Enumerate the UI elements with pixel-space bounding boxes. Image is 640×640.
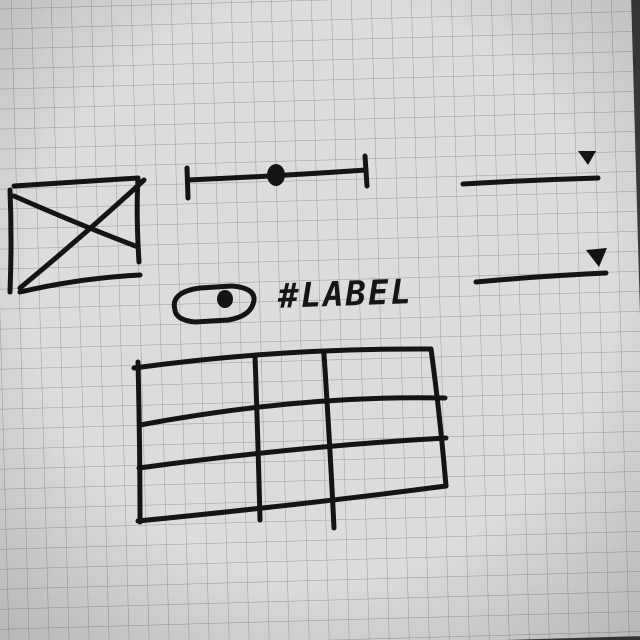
table-row-divider-2 — [136, 435, 449, 471]
table-bottom-border — [135, 483, 449, 524]
dropdown-2[interactable] — [473, 248, 609, 285]
dropdown-1[interactable] — [460, 151, 601, 187]
dropdown-1-underline — [460, 175, 601, 187]
radio-button[interactable] — [171, 283, 257, 325]
radio-dot — [217, 290, 233, 308]
slider-handle[interactable] — [267, 164, 285, 186]
radio-outline — [171, 283, 257, 325]
slider-start-tick — [184, 165, 191, 201]
dropdown-1-chevron-down-icon — [578, 151, 596, 165]
image-placeholder — [7, 175, 147, 295]
dropdown-2-underline — [473, 270, 609, 285]
slider[interactable] — [184, 153, 370, 201]
table-row-divider-1 — [137, 395, 448, 428]
table-right-border — [428, 346, 449, 489]
table-column-divider-2 — [321, 351, 337, 531]
table-column-divider-1 — [252, 353, 263, 523]
slider-end-tick — [362, 153, 370, 189]
table-top-border — [131, 346, 434, 371]
table — [131, 346, 449, 531]
dropdown-2-chevron-down-icon — [586, 248, 607, 267]
table-left-border — [135, 359, 143, 525]
label-text: #LABEL — [276, 272, 413, 317]
